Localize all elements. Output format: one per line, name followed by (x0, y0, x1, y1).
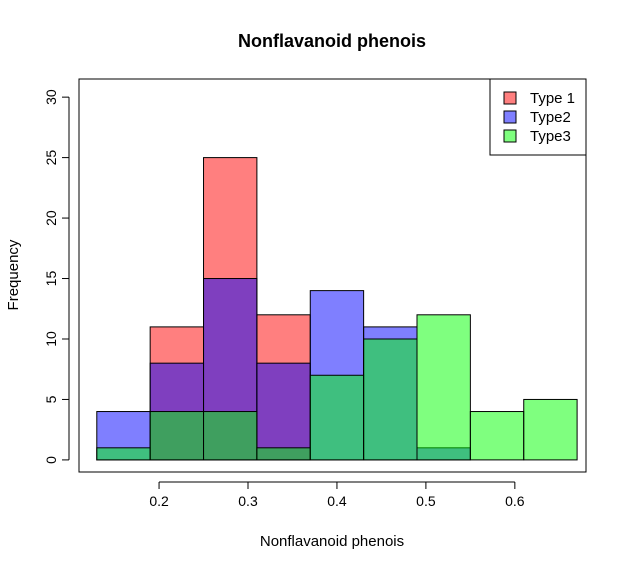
bar-type3-bin-8 (523, 398, 578, 461)
y-tick-label: 10 (43, 331, 59, 347)
legend: Type 1 Type2 Type3 (489, 78, 587, 156)
bar-type3-bin-0 (96, 447, 151, 461)
legend-entry-label: Type3 (530, 128, 571, 145)
x-axis-label: Nonflavanoid phenois (260, 533, 404, 550)
y-tick-label: 0 (43, 456, 59, 464)
bar-type3-bin-1 (149, 411, 205, 461)
bar-type3-bin-4 (309, 374, 365, 461)
bar-type3-bin-3 (256, 447, 311, 461)
y-tick-label: 5 (43, 395, 59, 403)
y-axis-label: Frequency (5, 239, 22, 310)
bar-type3-bin-2 (203, 411, 258, 461)
legend-entry-label: Type2 (530, 109, 571, 126)
bar-type3-bin-7 (469, 411, 525, 461)
bar-type3-bin-5 (363, 338, 418, 461)
x-tick-label: 0.4 (327, 493, 347, 509)
y-axis: 0 5 10 15 20 25 30 (43, 89, 70, 464)
chart-title: Nonflavanoid phenois (238, 31, 426, 51)
y-tick-label: 30 (43, 89, 59, 105)
legend-swatch (503, 91, 517, 105)
legend-swatch (503, 129, 517, 143)
x-tick-label: 0.5 (416, 493, 436, 509)
y-tick-label: 25 (43, 150, 59, 166)
y-tick-label: 15 (43, 271, 59, 287)
bar-type3-bin-6 (416, 314, 471, 461)
legend-swatch (503, 110, 517, 124)
plot-box (78, 78, 587, 473)
legend-entry-label: Type 1 (530, 90, 575, 107)
x-tick-label: 0.2 (149, 493, 169, 509)
x-tick-label: 0.3 (238, 493, 258, 509)
y-tick-label: 20 (43, 210, 59, 226)
bar-type2-bin-3 (256, 362, 311, 461)
x-axis: 0.2 0.3 0.4 0.5 0.6 (149, 481, 525, 509)
bars-layer (96, 157, 578, 461)
x-tick-label: 0.6 (505, 493, 525, 509)
